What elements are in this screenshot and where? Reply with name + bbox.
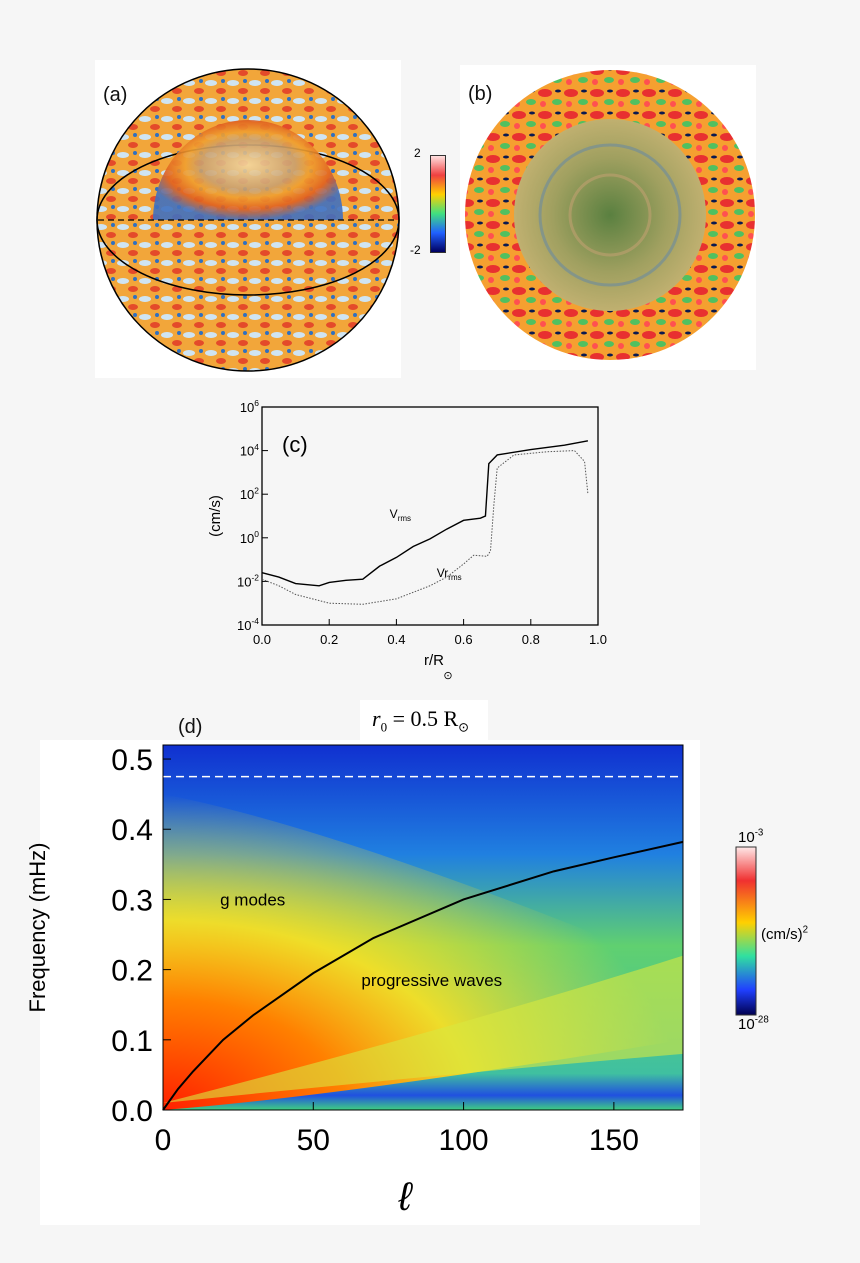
y-tick-label: 10-4: [237, 616, 259, 633]
disk-visualization: [465, 70, 755, 360]
series-line-v-rms: [261, 440, 589, 587]
x-tick-label: 0.6: [455, 632, 473, 647]
y-tick-label: 104: [240, 442, 259, 459]
y-axis-label: Frequency (mHz): [25, 843, 50, 1013]
y-tick-label: 0.5: [111, 744, 153, 777]
x-axis-label: ℓ: [398, 1175, 414, 1219]
panel-label: (b): [468, 83, 493, 105]
x-tick-label: 50: [297, 1124, 330, 1157]
x-tick-label: 100: [439, 1124, 489, 1157]
y-tick-label: 10-2: [237, 573, 259, 590]
series-label: Vrrms: [437, 566, 462, 582]
y-tick-label: 100: [240, 529, 259, 546]
series-label: Vrms: [390, 507, 411, 523]
panel-a: (a): [95, 60, 401, 378]
colorbar-min-label: -2: [410, 243, 421, 257]
panel-b: (b): [460, 65, 756, 370]
y-tick-label: 106: [240, 398, 259, 415]
y-tick-label: 102: [240, 485, 259, 502]
xlabel-box: [385, 1165, 425, 1223]
x-axis-label: r/R: [424, 652, 444, 669]
plot-frame: [162, 744, 684, 1111]
colorbar-unit-label: (cm/s)2: [761, 924, 808, 943]
x-tick-label: 0.0: [253, 632, 271, 647]
title-box: [360, 700, 488, 740]
heatmap-wave-band: [163, 955, 683, 1103]
colorbar-min-label: 10-28: [738, 1014, 769, 1033]
colorbar-d: [735, 846, 757, 1016]
chart-d-title: r0 = 0.5 R⊙: [372, 706, 470, 735]
y-tick-label: 0.3: [111, 884, 153, 917]
sphere-visualization: [96, 68, 400, 372]
y-tick-label: 0.0: [111, 1095, 153, 1128]
x-tick-label: 0.4: [387, 632, 405, 647]
colorbar-a: [430, 155, 446, 253]
annotation-progressive-waves: progressive waves: [361, 971, 502, 990]
x-tick-label: 0.8: [522, 632, 540, 647]
x-tick-label: 0.2: [320, 632, 338, 647]
plot-frame: [261, 406, 599, 626]
panel-label: (d): [178, 716, 203, 738]
sun-symbol: ⊙: [443, 670, 452, 682]
x-tick-label: 1.0: [589, 632, 607, 647]
series-line-vr-rms: [261, 450, 589, 605]
y-tick-label: 0.4: [111, 814, 153, 847]
velocity-profile-chart: 0.0 0.2 0.4 0.6 0.8 1.0 10-4 10-2 100 102 104 106 r/…: [207, 398, 607, 682]
dispersion-curve: [162, 840, 684, 1111]
x-tick-label: 0: [155, 1124, 172, 1157]
spectrum-chart: 0 50 100 150 0.0 0.1 0.2 0.3 0.4 0.5 ℓ Frequency (m…: [25, 744, 808, 1223]
panel-label: (a): [103, 84, 128, 106]
y-tick-label: 0.1: [111, 1025, 153, 1058]
annotation-g-modes: g modes: [220, 890, 285, 909]
panel-label: (c): [282, 432, 308, 457]
y-tick-label: 0.2: [111, 955, 153, 988]
colorbar-max-label: 10-3: [738, 827, 763, 846]
colorbar-max-label: 2: [414, 146, 421, 160]
y-axis-label: (cm/s): [207, 495, 224, 537]
x-tick-label: 150: [589, 1124, 639, 1157]
